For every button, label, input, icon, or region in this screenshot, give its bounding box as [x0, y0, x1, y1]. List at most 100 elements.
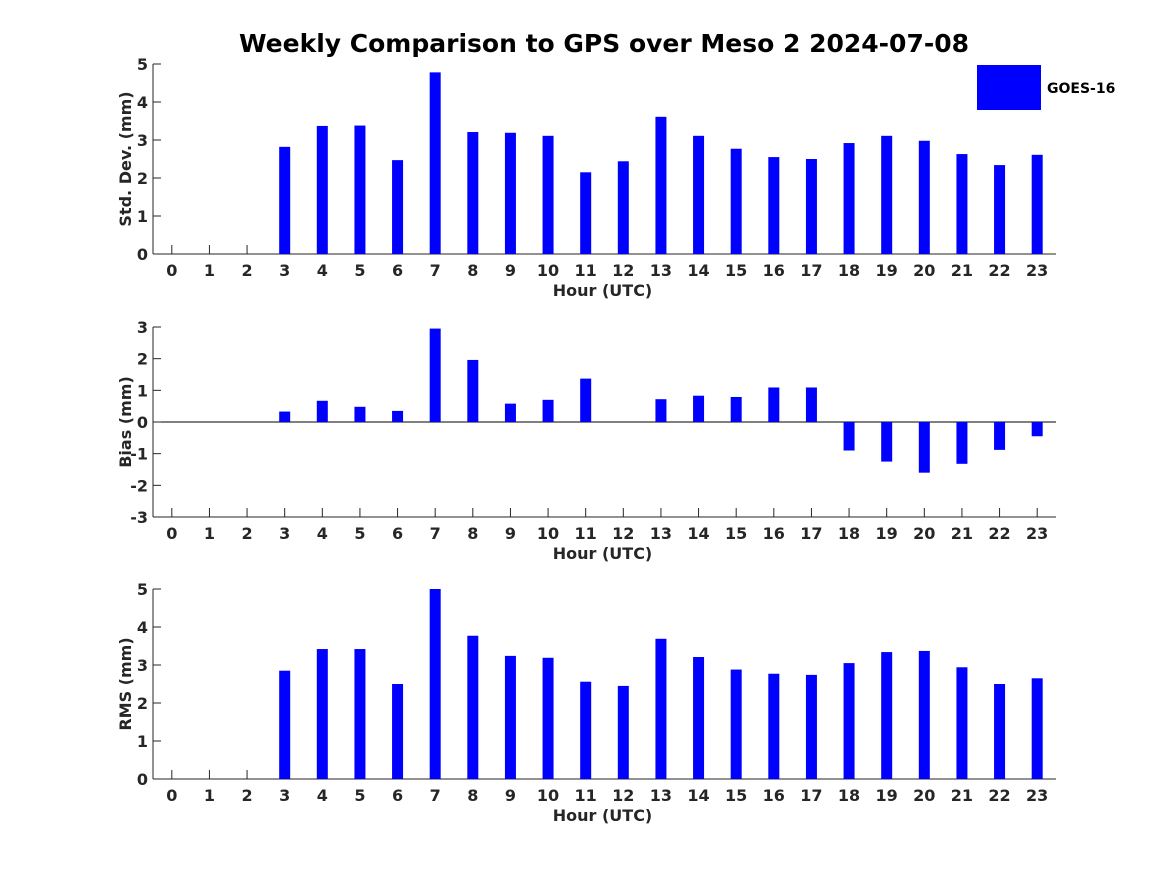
legend-label: GOES-16 — [1047, 81, 1115, 97]
rms-x-tick-label: 10 — [537, 786, 559, 805]
std-dev-bar-hour-16 — [768, 157, 780, 254]
bias-y-tick-label: -3 — [130, 508, 148, 527]
std-dev-x-tick-label: 5 — [354, 261, 365, 280]
rms-x-tick-label: 6 — [392, 786, 403, 805]
bias-x-tick-label: 3 — [279, 524, 290, 543]
std-dev-y-tick-label: 3 — [137, 131, 148, 150]
rms-bar-hour-22 — [994, 684, 1006, 779]
bias-x-tick-label: 20 — [913, 524, 935, 543]
rms-x-tick-label: 11 — [575, 786, 597, 805]
std-dev-bar-hour-7 — [429, 72, 441, 254]
std-dev-y-tick-label: 4 — [137, 93, 148, 112]
bias-x-tick-label: 21 — [951, 524, 973, 543]
std-dev-bar-hour-14 — [693, 135, 705, 254]
bias-x-tick-label: 19 — [876, 524, 898, 543]
bias-bar-hour-5 — [354, 406, 366, 422]
bias-bar-hour-7 — [429, 328, 441, 422]
rms-x-tick-label: 0 — [166, 786, 177, 805]
std-dev-x-tick-label: 23 — [1026, 261, 1048, 280]
legend: GOES-16 — [977, 65, 1115, 110]
std-dev-x-tick-label: 1 — [204, 261, 215, 280]
bias-bar-hour-3 — [279, 411, 291, 422]
bias-y-tick-label: 3 — [137, 318, 148, 337]
std-dev-bar-hour-23 — [1031, 154, 1043, 254]
std-dev-x-tick-label: 7 — [430, 261, 441, 280]
bias-bar-hour-20 — [918, 422, 930, 473]
rms-bar-hour-23 — [1031, 678, 1043, 779]
bias-y-tick-label: 0 — [137, 413, 148, 432]
bias-x-tick-label: 10 — [537, 524, 559, 543]
rms-x-tick-label: 9 — [505, 786, 516, 805]
bias-bar-hour-13 — [655, 399, 667, 422]
std-dev-x-tick-label: 18 — [838, 261, 860, 280]
bias-x-tick-label: 23 — [1026, 524, 1048, 543]
rms-y-tick-label: 3 — [137, 656, 148, 675]
std-dev-bar-hour-19 — [881, 135, 893, 254]
rms-bar-hour-17 — [805, 674, 817, 779]
std-dev-x-tick-label: 20 — [913, 261, 935, 280]
std-dev-y-tick-label: 1 — [137, 207, 148, 226]
rms-x-tick-label: 1 — [204, 786, 215, 805]
std-dev-bar-hour-11 — [580, 172, 592, 254]
rms-bar-hour-15 — [730, 669, 742, 779]
std-dev-y-tick-label: 0 — [137, 245, 148, 264]
rms-x-tick-label: 5 — [354, 786, 365, 805]
bias-x-tick-label: 22 — [988, 524, 1010, 543]
std-dev-x-tick-label: 10 — [537, 261, 559, 280]
rms-y-tick-label: 0 — [137, 770, 148, 789]
std-dev-x-tick-label: 22 — [988, 261, 1010, 280]
bias-x-tick-label: 5 — [354, 524, 365, 543]
rms-bar-hour-19 — [881, 652, 893, 779]
std-dev-y-label: Std. Dev. (mm) — [116, 91, 135, 226]
bias-y-label: Bias (mm) — [116, 376, 135, 468]
std-dev-x-tick-label: 13 — [650, 261, 672, 280]
rms-bar-hour-4 — [316, 649, 328, 779]
bias-bar-hour-8 — [467, 359, 479, 422]
std-dev-x-tick-label: 19 — [876, 261, 898, 280]
rms-bar-hour-3 — [279, 670, 291, 779]
bias-x-tick-label: 12 — [612, 524, 634, 543]
std-dev-bar-hour-13 — [655, 116, 667, 254]
rms-bar-hour-13 — [655, 638, 667, 779]
bias-x-tick-label: 11 — [575, 524, 597, 543]
std-dev-x-tick-label: 11 — [575, 261, 597, 280]
bias-bar-hour-9 — [504, 403, 516, 422]
std-dev-x-tick-label: 0 — [166, 261, 177, 280]
rms-bar-hour-10 — [542, 657, 554, 779]
rms-bar-hour-21 — [956, 667, 968, 779]
std-dev-x-tick-label: 21 — [951, 261, 973, 280]
std-dev-bar-hour-9 — [504, 132, 516, 254]
rms-x-tick-label: 12 — [612, 786, 634, 805]
rms-y-label: RMS (mm) — [116, 637, 135, 730]
rms-bar-hour-14 — [693, 657, 705, 779]
std-dev-bar-hour-20 — [918, 140, 930, 254]
bias-bar-hour-6 — [392, 410, 404, 422]
rms-y-tick-label: 4 — [137, 618, 148, 637]
bias-y-tick-label: 2 — [137, 350, 148, 369]
rms-x-tick-label: 22 — [988, 786, 1010, 805]
bias-x-tick-label: 8 — [467, 524, 478, 543]
bias-y-tick-label: -1 — [130, 445, 148, 464]
rms-bar-hour-6 — [392, 684, 404, 779]
std-dev-x-tick-label: 2 — [241, 261, 252, 280]
std-dev-x-label: Hour (UTC) — [553, 281, 653, 300]
bias-x-tick-label: 4 — [317, 524, 328, 543]
rms-x-tick-label: 16 — [763, 786, 785, 805]
rms-x-tick-label: 8 — [467, 786, 478, 805]
bias-bar-hour-11 — [580, 378, 592, 422]
bias-x-tick-label: 13 — [650, 524, 672, 543]
rms-bar-hour-12 — [617, 685, 629, 779]
rms-x-tick-label: 23 — [1026, 786, 1048, 805]
bias-bar-hour-16 — [768, 387, 780, 422]
std-dev-bar-hour-3 — [279, 146, 291, 254]
bias-x-tick-label: 9 — [505, 524, 516, 543]
rms-bar-hour-5 — [354, 649, 366, 779]
bias-bar-hour-10 — [542, 399, 554, 422]
std-dev-y-tick-label: 2 — [137, 169, 148, 188]
std-dev-x-tick-label: 8 — [467, 261, 478, 280]
std-dev-bar-hour-5 — [354, 125, 366, 254]
rms-x-label: Hour (UTC) — [553, 806, 653, 825]
